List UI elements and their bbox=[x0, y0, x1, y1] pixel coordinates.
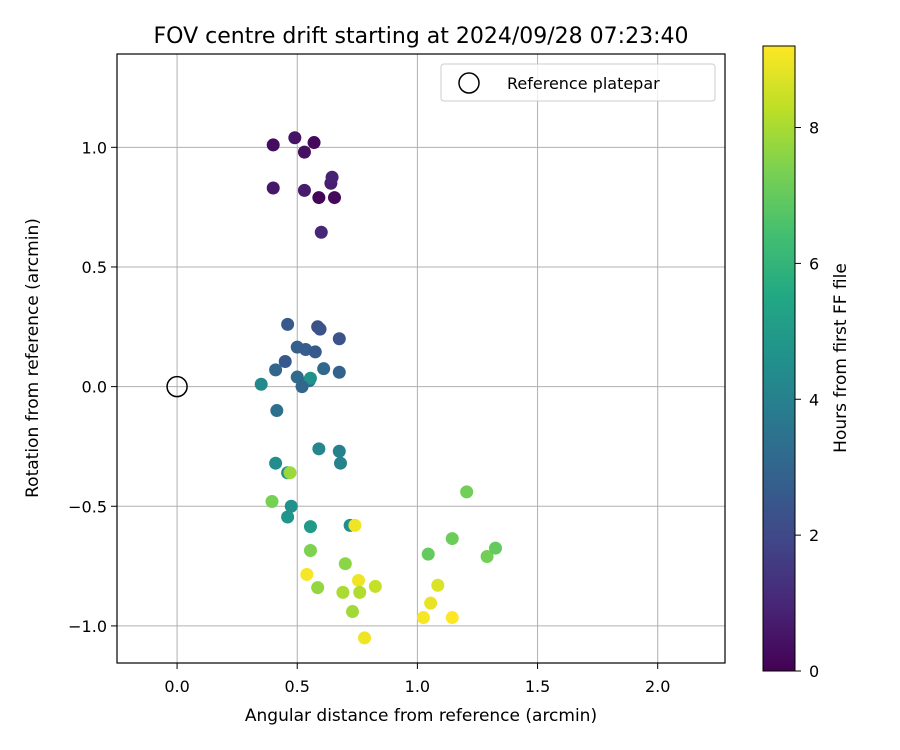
y-tick-label: −1.0 bbox=[68, 617, 107, 636]
colorbar-label: Hours from first FF file bbox=[831, 263, 851, 453]
data-point bbox=[353, 585, 367, 599]
y-tick-label: 0.5 bbox=[82, 258, 107, 277]
data-point bbox=[368, 579, 382, 593]
y-tick-label: 0.0 bbox=[82, 378, 107, 397]
data-point bbox=[445, 532, 459, 546]
data-point bbox=[270, 404, 284, 418]
legend-marker bbox=[458, 72, 480, 94]
data-point bbox=[266, 138, 280, 152]
y-axis-label: Rotation from reference (arcmin) bbox=[23, 218, 43, 498]
data-point bbox=[290, 370, 304, 384]
colorbar-ticks: 0 2 4 6 8 bbox=[795, 119, 819, 681]
legend-label: Reference platepar bbox=[507, 74, 660, 93]
data-point bbox=[308, 345, 322, 359]
data-point bbox=[313, 322, 327, 336]
data-point bbox=[333, 456, 347, 470]
data-point bbox=[297, 145, 311, 159]
data-point bbox=[303, 544, 317, 558]
legend-box bbox=[440, 63, 716, 102]
data-point bbox=[312, 442, 326, 456]
data-point bbox=[338, 557, 352, 571]
data-point bbox=[431, 578, 445, 592]
colorbar-tick-label: 6 bbox=[809, 254, 819, 273]
data-point bbox=[314, 225, 328, 239]
grid-lines bbox=[117, 54, 725, 663]
data-point bbox=[278, 354, 292, 368]
data-point bbox=[488, 541, 502, 555]
data-point bbox=[269, 363, 283, 377]
x-tick-label: 0.0 bbox=[164, 677, 189, 696]
data-point bbox=[254, 377, 268, 391]
data-point bbox=[300, 567, 314, 581]
chart-title: FOV centre drift starting at 2024/09/28 … bbox=[154, 24, 689, 49]
colorbar-tick-label: 4 bbox=[809, 390, 819, 409]
data-point bbox=[317, 362, 331, 376]
data-point bbox=[346, 605, 360, 619]
data-point bbox=[358, 631, 372, 645]
data-point bbox=[445, 611, 459, 625]
data-point bbox=[297, 183, 311, 197]
plot-frame bbox=[116, 53, 726, 664]
data-point bbox=[325, 170, 339, 184]
data-point bbox=[416, 611, 430, 625]
y-tick-label: 1.0 bbox=[82, 138, 107, 157]
reference-marker bbox=[166, 375, 188, 398]
data-point bbox=[480, 550, 494, 564]
data-point bbox=[311, 581, 325, 595]
colorbar-tick-label: 2 bbox=[809, 526, 819, 545]
data-point bbox=[265, 494, 279, 508]
data-point bbox=[281, 510, 295, 524]
data-point bbox=[348, 518, 362, 532]
data-point bbox=[303, 371, 317, 385]
colorbar-gradient bbox=[762, 45, 796, 672]
y-tick-label: −0.5 bbox=[68, 497, 107, 516]
data-point bbox=[336, 585, 350, 599]
colorbar-tick-label: 8 bbox=[809, 119, 819, 138]
data-point bbox=[281, 317, 295, 331]
data-point bbox=[332, 365, 346, 379]
data-point bbox=[424, 596, 438, 610]
data-point bbox=[295, 380, 309, 394]
colorbar-tick-label: 0 bbox=[809, 662, 819, 681]
data-point bbox=[284, 499, 298, 513]
data-point bbox=[307, 136, 321, 150]
data-point bbox=[266, 181, 280, 195]
data-point bbox=[460, 485, 474, 499]
colorbar: 0 2 4 6 8 Hours from first FF file bbox=[762, 45, 851, 681]
data-point bbox=[332, 444, 346, 458]
data-point bbox=[332, 332, 346, 346]
x-tick-label: 1.0 bbox=[405, 677, 430, 696]
data-point bbox=[283, 466, 297, 480]
x-tick-label: 2.0 bbox=[645, 677, 670, 696]
data-points bbox=[254, 131, 502, 645]
data-point bbox=[269, 456, 283, 470]
x-axis-label: Angular distance from reference (arcmin) bbox=[245, 706, 597, 726]
x-axis-ticks: 0.0 0.5 1.0 1.5 2.0 bbox=[164, 663, 670, 696]
data-point bbox=[288, 131, 302, 145]
data-point bbox=[303, 520, 317, 534]
legend: Reference platepar bbox=[440, 63, 716, 102]
x-tick-label: 0.5 bbox=[285, 677, 310, 696]
data-point bbox=[312, 191, 326, 205]
y-axis-ticks: −1.0 −0.5 0.0 0.5 1.0 bbox=[68, 138, 117, 636]
x-tick-label: 1.5 bbox=[525, 677, 550, 696]
reference-platepar-marker bbox=[166, 375, 188, 398]
data-point bbox=[421, 547, 435, 561]
data-point bbox=[327, 191, 341, 205]
data-point bbox=[352, 573, 366, 587]
